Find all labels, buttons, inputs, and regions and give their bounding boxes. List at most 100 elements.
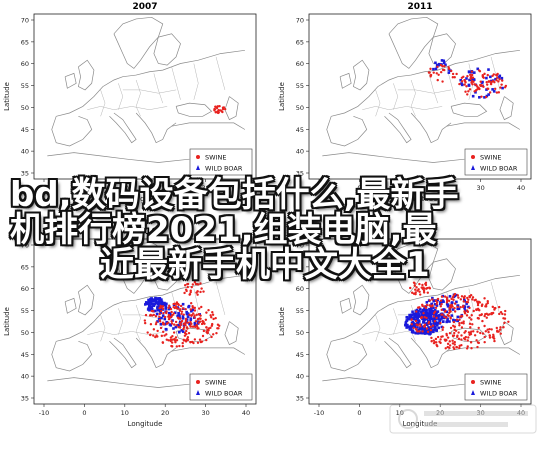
legend-boar-marker	[471, 390, 475, 395]
swine-point	[476, 303, 480, 307]
boar-point	[150, 298, 154, 302]
swine-point	[420, 286, 423, 289]
swine-point	[453, 310, 457, 313]
swine-point	[154, 314, 158, 318]
boar-point	[433, 303, 437, 306]
boar-point	[181, 302, 185, 306]
boar-point	[418, 315, 422, 318]
swine-point	[216, 105, 220, 108]
swine-point	[170, 344, 173, 348]
swine-point	[211, 322, 214, 326]
boar-point	[445, 310, 449, 314]
swine-point	[420, 315, 424, 319]
swine-point	[190, 313, 194, 317]
swine-point	[162, 311, 165, 315]
swine-point	[471, 83, 474, 86]
swine-point	[184, 323, 187, 327]
boar-point	[428, 327, 432, 330]
swine-point	[458, 82, 461, 86]
boar-point	[404, 321, 408, 324]
boar-point	[431, 312, 435, 316]
boar-point	[450, 301, 454, 305]
swine-point	[470, 313, 473, 317]
swine-point	[444, 309, 447, 313]
swine-point	[495, 91, 499, 94]
swine-point	[189, 320, 192, 324]
x-axis-label: Longitude	[403, 195, 438, 203]
swine-point	[493, 87, 497, 91]
y-tick-label: 45	[21, 126, 29, 134]
swine-point	[202, 320, 205, 324]
boar-point	[189, 317, 193, 320]
swine-point	[203, 322, 206, 325]
swine-point	[159, 309, 163, 313]
borders	[362, 56, 501, 117]
y-tick-label: 35	[296, 170, 304, 178]
boar-point	[423, 318, 426, 322]
swine-point	[476, 345, 479, 349]
swine-point	[161, 305, 165, 308]
swine-point	[191, 325, 195, 328]
boar-point	[440, 59, 444, 62]
swine-point	[159, 304, 162, 308]
swine-point	[200, 322, 204, 326]
swine-point	[428, 286, 431, 289]
swine-point	[419, 293, 422, 296]
swine-point	[160, 334, 164, 338]
swine-point	[193, 280, 197, 284]
swine-point	[478, 70, 482, 73]
swine-point	[439, 321, 442, 325]
swine-point	[446, 345, 449, 349]
boar-point	[452, 318, 455, 322]
y-tick-label: 65	[296, 38, 304, 46]
swine-point	[450, 69, 453, 73]
swine-point	[464, 90, 467, 93]
swine-point	[413, 284, 416, 287]
boar-point	[420, 310, 424, 314]
swine-point	[422, 286, 425, 289]
swine-point	[497, 80, 500, 83]
boar-point	[419, 323, 423, 327]
swine-point	[455, 335, 459, 339]
swine-point	[475, 308, 478, 312]
swine-point	[418, 282, 421, 286]
swine-point	[502, 317, 505, 320]
swine-point	[501, 79, 504, 82]
y-tick-label: 70	[21, 242, 29, 250]
swine-point	[460, 295, 464, 298]
swine-point	[483, 340, 486, 344]
swine-point	[223, 107, 227, 111]
swine-point	[465, 300, 468, 304]
boar-point	[406, 317, 410, 321]
swine-point	[452, 324, 455, 327]
swine-point	[193, 306, 197, 310]
x-tick-label: -10	[314, 184, 325, 192]
y-tick-label: 35	[296, 395, 304, 403]
swine-point	[481, 319, 484, 323]
map-panel-2007: 2007 70 65 60 55 50 45 40 35 -10 0 10 20 30 40 Longitud…	[0, 0, 275, 225]
swine-point	[450, 303, 453, 307]
swine-point	[468, 295, 471, 299]
boar-point	[168, 312, 172, 316]
boar-point	[432, 306, 435, 310]
boar-point	[186, 312, 190, 315]
swine-point	[196, 290, 199, 293]
swine-point	[451, 339, 454, 342]
swine-point	[443, 64, 446, 68]
swine-point	[467, 298, 470, 301]
map-panel-2020: 20207065605550454035-10010203040Longitud…	[275, 225, 550, 451]
swine-point	[192, 341, 195, 345]
swine-point	[491, 74, 494, 78]
swine-point	[163, 334, 166, 337]
swine-point	[175, 302, 178, 306]
boar-point	[460, 83, 464, 87]
swine-point	[486, 83, 489, 86]
boar-point	[427, 332, 431, 335]
swine-point	[175, 324, 178, 327]
swine-point	[486, 300, 489, 303]
boar-point	[173, 311, 177, 314]
legend: SWINE WILD BOAR	[464, 373, 528, 401]
swine-point	[459, 298, 463, 301]
swine-point	[485, 316, 488, 319]
map-panel-2011: 2011 70 65 60 55 50 45 40 35 -10 0 10 20 30 40 Longitud…	[275, 0, 550, 225]
